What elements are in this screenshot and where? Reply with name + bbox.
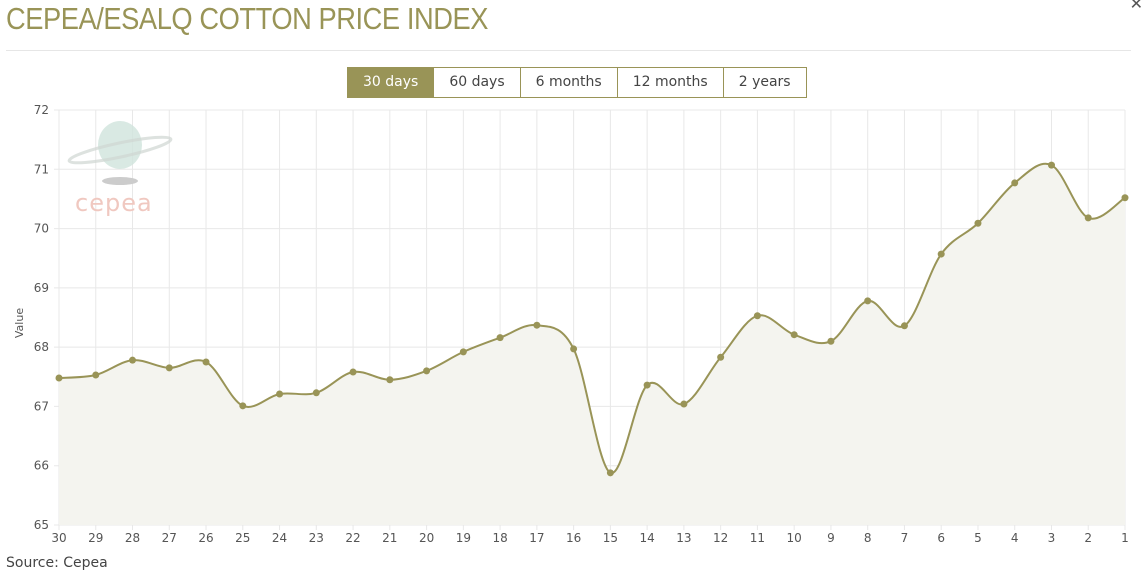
x-tick-label: 8 [864,531,872,545]
x-tick-label: 27 [162,531,177,545]
x-tick-label: 19 [456,531,471,545]
x-tick-label: 11 [750,531,765,545]
x-tick-label: 4 [1011,531,1019,545]
x-tick-label: 10 [787,531,802,545]
data-point[interactable] [165,364,173,372]
x-tick-label: 28 [125,531,140,545]
divider [6,50,1131,51]
data-point[interactable] [533,321,541,329]
data-point[interactable] [202,358,210,366]
data-point[interactable] [386,376,394,384]
tab-2-years[interactable]: 2 years [722,68,806,97]
data-point[interactable] [239,402,247,410]
data-point[interactable] [1047,161,1055,169]
data-point[interactable] [606,469,614,477]
x-tick-label: 3 [1048,531,1056,545]
tab-60-days[interactable]: 60 days [433,68,520,97]
x-tick-label: 12 [713,531,728,545]
tab-12-months[interactable]: 12 months [616,68,723,97]
data-point[interactable] [312,389,320,397]
data-point[interactable] [790,331,798,339]
data-point[interactable] [55,374,63,382]
x-tick-label: 2 [1084,531,1092,545]
x-tick-label: 9 [827,531,835,545]
x-tick-label: 22 [345,531,360,545]
x-tick-label: 24 [272,531,287,545]
y-tick-label: 70 [34,222,49,236]
data-point[interactable] [717,353,725,361]
x-tick-label: 14 [639,531,654,545]
data-point[interactable] [827,337,835,345]
data-point[interactable] [1011,179,1019,187]
x-tick-label: 30 [51,531,66,545]
x-tick-label: 17 [529,531,544,545]
data-point[interactable] [276,390,284,398]
x-tick-label: 6 [937,531,945,545]
y-tick-label: 65 [34,518,49,532]
data-point[interactable] [496,334,504,342]
data-point[interactable] [570,345,578,353]
x-tick-label: 20 [419,531,434,545]
x-tick-label: 7 [901,531,909,545]
tab-30-days[interactable]: 30 days [348,68,434,97]
cepea-logo: cepea [67,121,173,217]
data-point[interactable] [864,297,872,305]
y-tick-label: 68 [34,340,49,354]
data-point[interactable] [129,356,137,364]
x-tick-label: 1 [1121,531,1129,545]
y-tick-label: 69 [34,281,49,295]
x-tick-label: 21 [382,531,397,545]
y-tick-label: 72 [34,103,49,117]
x-tick-label: 13 [676,531,691,545]
data-point[interactable] [1121,194,1129,202]
source-note: Source: Cepea [6,555,108,571]
x-tick-label: 23 [309,531,324,545]
data-point[interactable] [974,219,982,227]
x-tick-label: 25 [235,531,250,545]
x-tick-label: 5 [974,531,982,545]
data-point[interactable] [937,250,945,258]
data-point[interactable] [349,368,357,376]
y-tick-label: 71 [34,162,49,176]
data-point[interactable] [753,312,761,320]
data-point[interactable] [459,348,467,356]
area-fill [59,163,1125,525]
x-tick-label: 18 [492,531,507,545]
data-point[interactable] [680,400,688,408]
data-point[interactable] [92,371,100,379]
period-tabs: 30 days 60 days 6 months 12 months 2 yea… [347,67,807,98]
x-tick-label: 29 [88,531,103,545]
x-tick-label: 16 [566,531,581,545]
x-tick-label: 15 [603,531,618,545]
tab-6-months[interactable]: 6 months [519,68,617,97]
data-point[interactable] [900,322,908,330]
close-icon[interactable]: ✕ [1129,0,1143,13]
page-title: CEPEA/ESALQ COTTON PRICE INDEX [6,1,489,36]
data-point[interactable] [643,381,651,389]
data-point[interactable] [423,367,431,375]
x-tick-label: 26 [198,531,213,545]
y-axis-label: Value [13,308,26,338]
logo-text: cepea [75,189,153,217]
y-tick-label: 67 [34,399,49,413]
data-point[interactable] [1084,214,1092,222]
y-tick-label: 66 [34,459,49,473]
